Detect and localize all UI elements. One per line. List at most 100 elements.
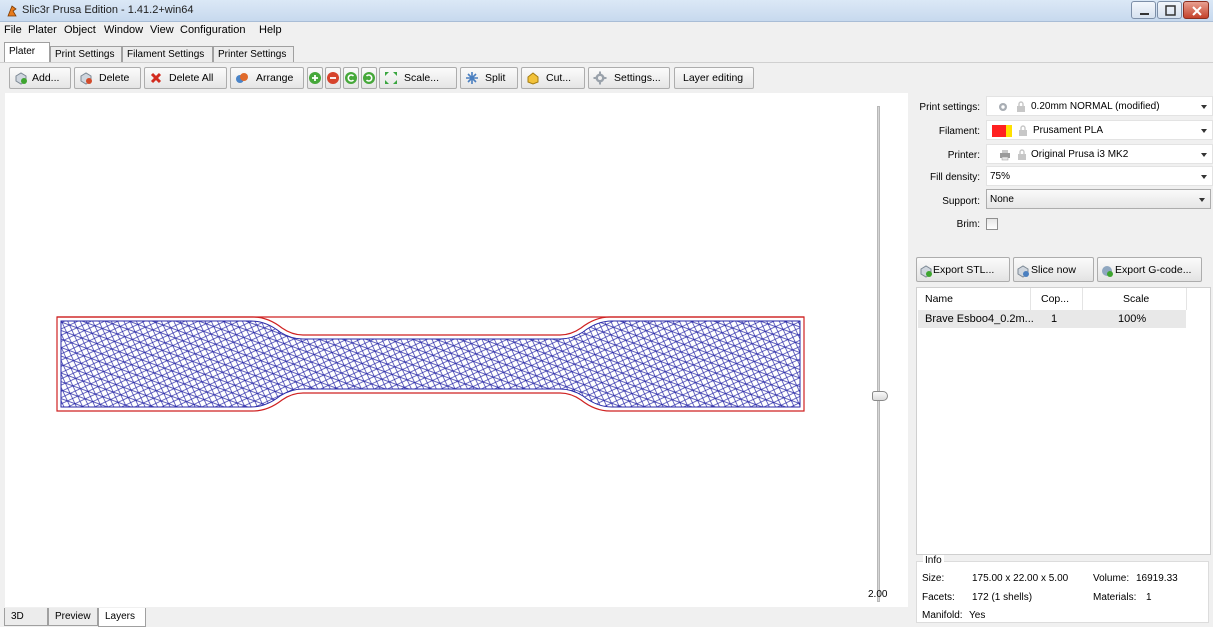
chevron-down-icon: [1201, 129, 1207, 133]
tab-preview[interactable]: Preview: [48, 608, 98, 626]
fill-density-label: Fill density:: [929, 172, 980, 183]
tab-printer-settings[interactable]: Printer Settings: [213, 46, 294, 62]
manifold-label: Manifold:: [922, 610, 963, 621]
delete-all-button[interactable]: Delete All: [144, 67, 227, 89]
manifold-value: Yes: [969, 610, 986, 621]
layer-slider-thumb[interactable]: [872, 391, 888, 401]
printer-select[interactable]: Original Prusa i3 MK2: [986, 144, 1213, 164]
layers-canvas[interactable]: [5, 93, 908, 607]
lock-icon: [1018, 149, 1026, 160]
table-row[interactable]: Brave Esboo4_0.2m... 1 100%: [918, 310, 1186, 328]
brim-label: Brim:: [956, 219, 980, 230]
info-title: Info: [923, 555, 944, 566]
menu-bar: File Plater Object Window View Configura…: [0, 22, 1213, 39]
add-button[interactable]: Add...: [9, 67, 71, 89]
cut-icon: [527, 72, 539, 85]
chevron-down-icon: [1201, 105, 1207, 109]
filament-color-swatch: [992, 125, 1006, 137]
tab-layers[interactable]: Layers: [98, 608, 146, 627]
restore-icon: [1165, 5, 1176, 16]
chevron-down-icon: [1201, 175, 1207, 179]
column-divider: [1030, 288, 1031, 310]
menu-window[interactable]: Window: [104, 24, 144, 36]
rotate-ccw-icon: [345, 72, 357, 84]
menu-view[interactable]: View: [150, 24, 174, 36]
window-title: Slic3r Prusa Edition - 1.41.2+win64: [22, 4, 194, 16]
column-header-scale[interactable]: Scale: [1123, 293, 1150, 305]
maximize-button[interactable]: [1157, 1, 1182, 19]
menu-configuration[interactable]: Configuration: [180, 24, 246, 36]
chevron-down-icon: [1199, 198, 1205, 202]
column-divider: [1082, 288, 1083, 310]
export-stl-icon: [920, 265, 932, 278]
facets-label: Facets:: [922, 592, 955, 603]
menu-file[interactable]: File: [4, 24, 22, 36]
layer-editing-button[interactable]: Layer editing: [674, 67, 754, 89]
split-icon: [466, 72, 478, 84]
materials-label: Materials:: [1093, 592, 1137, 603]
increase-copies-button[interactable]: [307, 67, 323, 89]
tab-print-settings[interactable]: Print Settings: [50, 46, 122, 62]
perimeter-outline-right: [57, 316, 804, 336]
object-copies: 1: [1051, 313, 1058, 325]
object-settings-button[interactable]: Settings...: [588, 67, 670, 89]
tab-plater[interactable]: Plater: [4, 42, 50, 63]
layer-preview: [56, 316, 805, 412]
decrease-copies-button[interactable]: [325, 67, 341, 89]
export-stl-button[interactable]: Export STL...: [916, 257, 1010, 282]
export-gcode-button[interactable]: Export G-code...: [1097, 257, 1202, 282]
menu-plater[interactable]: Plater: [28, 24, 57, 36]
menu-help[interactable]: Help: [259, 24, 282, 36]
filament-select[interactable]: Prusament PLA: [986, 120, 1213, 140]
close-button[interactable]: [1183, 1, 1209, 19]
split-button[interactable]: Split: [460, 67, 518, 89]
tab-filament-settings[interactable]: Filament Settings: [122, 46, 213, 62]
column-divider: [1186, 288, 1187, 310]
layer-slider-track[interactable]: [877, 106, 880, 602]
object-list[interactable]: Name Cop... Scale Brave Esboo4_0.2m... 1…: [916, 287, 1211, 555]
column-header-name[interactable]: Name: [925, 293, 954, 305]
slic3r-logo-icon: [7, 5, 17, 17]
print-settings-label: Print settings:: [919, 102, 980, 113]
delete-brick-icon: [80, 72, 92, 85]
object-scale: 100%: [1118, 313, 1147, 325]
filament-color-swatch-2: [1006, 125, 1012, 137]
brim-checkbox[interactable]: [986, 218, 998, 230]
delete-button[interactable]: Delete: [74, 67, 141, 89]
scale-button[interactable]: Scale...: [379, 67, 457, 89]
tab-3d[interactable]: 3D: [4, 608, 48, 626]
plus-circle-icon: [309, 72, 321, 84]
cut-button[interactable]: Cut...: [521, 67, 585, 89]
size-label: Size:: [922, 573, 945, 584]
filament-label: Filament:: [938, 126, 980, 137]
chevron-down-icon: [1201, 153, 1207, 157]
menu-object[interactable]: Object: [64, 24, 96, 36]
column-header-copies[interactable]: Cop...: [1041, 293, 1070, 305]
fill-density-select[interactable]: 75%: [986, 166, 1213, 186]
arrange-button[interactable]: Arrange: [230, 67, 304, 89]
slice-icon: [1017, 265, 1029, 278]
printer-label: Printer:: [947, 150, 980, 161]
facets-value: 172 (1 shells): [972, 592, 1033, 603]
minus-circle-icon: [327, 72, 339, 84]
minimize-icon: [1140, 13, 1149, 15]
support-select[interactable]: None: [986, 189, 1211, 209]
print-settings-select[interactable]: 0.20mm NORMAL (modified): [986, 96, 1213, 116]
gear-icon: [999, 103, 1007, 111]
volume-value: 16919.33: [1136, 573, 1178, 584]
info-box: Info Size: 175.00 x 22.00 x 5.00 Volume:…: [916, 555, 1209, 623]
infill-region: [60, 320, 801, 408]
support-label: Support:: [942, 196, 980, 207]
close-icon: [1192, 6, 1202, 16]
object-name: Brave Esboo4_0.2m...: [925, 313, 1034, 325]
arrange-icon: [236, 73, 248, 83]
size-value: 175.00 x 22.00 x 5.00: [972, 573, 1069, 584]
printer-icon: [1000, 150, 1010, 161]
lock-icon: [1017, 101, 1025, 112]
rotate-left-button[interactable]: [343, 67, 359, 89]
minimize-button[interactable]: [1131, 1, 1156, 19]
slice-now-button[interactable]: Slice now: [1013, 257, 1094, 282]
rotate-right-button[interactable]: [361, 67, 377, 89]
add-brick-icon: [15, 72, 27, 85]
